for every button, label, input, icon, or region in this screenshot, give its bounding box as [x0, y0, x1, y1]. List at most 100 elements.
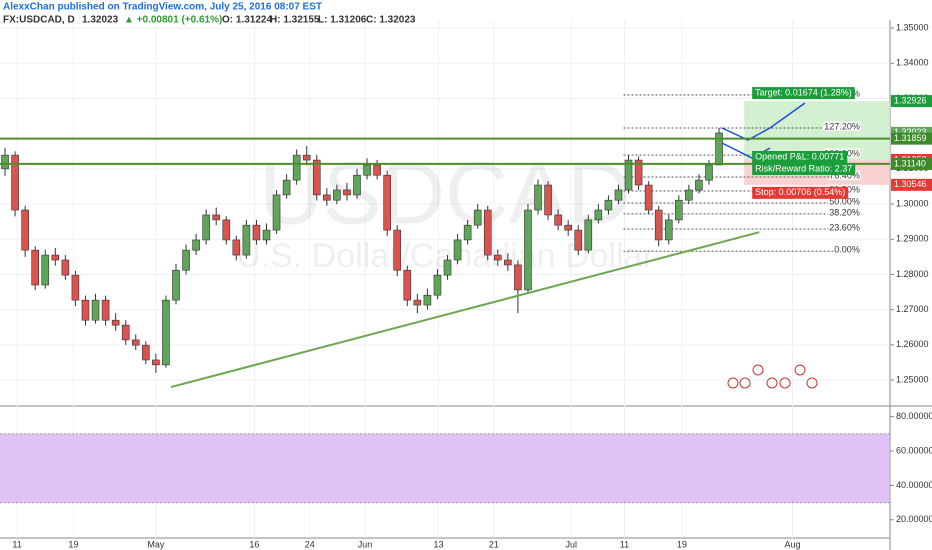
fib-label: 127.20%	[824, 121, 860, 131]
candle-body	[192, 239, 200, 251]
last-price: 1.32023	[82, 15, 119, 26]
x-tick-label: 13	[433, 539, 443, 549]
fib-label: 0.00%	[834, 245, 860, 255]
pnl-label: Opened P&L: 0.00771	[755, 151, 844, 161]
price-label-box	[891, 178, 932, 191]
rr-label: Risk/Reward Ratio: 2.37	[755, 163, 852, 173]
candle-body	[383, 174, 391, 231]
candle-body	[262, 229, 271, 241]
candle-body	[544, 184, 552, 216]
candle-body	[594, 209, 603, 221]
x-tick-label: May	[147, 539, 165, 549]
x-tick-label: 11	[620, 539, 629, 549]
candle-body	[41, 254, 50, 286]
stop-label: Stop: 0.00706 (0.54%)	[755, 187, 845, 197]
candle-body	[413, 299, 422, 306]
candle-body	[504, 259, 512, 266]
candle-body	[584, 219, 593, 251]
candle-body	[373, 164, 381, 176]
candle-body	[152, 359, 160, 366]
candle-body	[483, 209, 492, 256]
candle-body	[554, 214, 562, 226]
event-icon	[806, 377, 818, 389]
candle-body	[272, 194, 281, 231]
candle-body	[604, 199, 613, 211]
y-tick-label: 1.28000	[896, 269, 929, 279]
event-icons	[727, 364, 818, 389]
candle-body	[212, 214, 221, 221]
x-tick-label: 21	[489, 539, 499, 549]
candle-body	[664, 219, 673, 241]
candle-body	[222, 219, 231, 241]
candle-body	[403, 269, 412, 301]
candle-body	[323, 194, 331, 201]
low: L: 1.31206	[318, 15, 367, 26]
y-tick-label: 60.00000	[896, 445, 932, 455]
event-icon	[794, 364, 806, 376]
candle-body	[524, 209, 532, 291]
event-icon	[752, 364, 764, 376]
candle-body	[433, 274, 442, 296]
candle-body	[443, 259, 452, 276]
price-label-box	[891, 157, 932, 170]
candle-body	[624, 159, 633, 191]
x-tick-label: 11	[12, 539, 21, 549]
candle-body	[634, 159, 643, 186]
candle-body	[463, 224, 472, 241]
candle-body	[31, 249, 39, 286]
candle-body	[61, 259, 70, 276]
stoch-band	[0, 433, 890, 503]
price-label-box	[891, 132, 932, 145]
x-tick-label: 16	[249, 539, 259, 549]
trendline	[170, 231, 760, 389]
candle-body	[111, 319, 120, 326]
event-icon	[727, 377, 739, 389]
x-tick-label: 24	[305, 539, 315, 549]
price-label: 1.31140	[894, 158, 926, 168]
candle-body	[131, 339, 140, 346]
y-tick-label: 1.35000	[896, 22, 929, 32]
y-tick-label: 1.29000	[896, 234, 929, 244]
candle-body	[81, 299, 90, 321]
candle-body	[514, 264, 522, 291]
author-line: AlexxChan published on TradingView.com, …	[3, 2, 322, 13]
candle-body	[71, 274, 80, 301]
candle-body	[162, 299, 170, 366]
candle-body	[232, 239, 241, 256]
candle-body	[343, 189, 351, 196]
price-label-box	[891, 95, 932, 108]
candle-body	[282, 179, 291, 196]
candle-body	[534, 184, 542, 211]
stop-label-box	[752, 186, 849, 199]
candle-body	[363, 164, 371, 176]
candle-body	[715, 132, 723, 166]
candle-body	[11, 154, 19, 211]
fib-label: 38.20%	[829, 207, 860, 217]
candle-body	[252, 224, 261, 241]
target-label: Target: 0.01674 (1.28%)	[755, 87, 852, 97]
x-tick-label: 19	[677, 539, 687, 549]
y-tick-label: 1.34000	[896, 58, 929, 68]
y-tick-label: 40.00000	[896, 480, 932, 490]
candle-body	[302, 154, 311, 161]
candle-body	[685, 189, 693, 201]
event-icon	[779, 377, 791, 389]
event-icon	[766, 377, 778, 389]
candle-body	[91, 299, 100, 321]
candle-body	[172, 269, 180, 301]
candle-body	[142, 344, 150, 361]
y-tick-label: 1.27000	[896, 304, 929, 314]
price-label: 1.32926	[894, 95, 927, 105]
candle-body	[353, 174, 361, 196]
rr-label-box	[752, 162, 856, 175]
candle-body	[312, 159, 321, 196]
candle-body	[393, 229, 402, 271]
event-icon	[739, 377, 751, 389]
candle-body	[493, 254, 502, 261]
open: O: 1.31224	[222, 15, 272, 26]
target-label-box	[752, 87, 855, 100]
candle-body	[292, 154, 301, 181]
candle-body	[242, 224, 251, 256]
candle-body	[202, 214, 210, 241]
